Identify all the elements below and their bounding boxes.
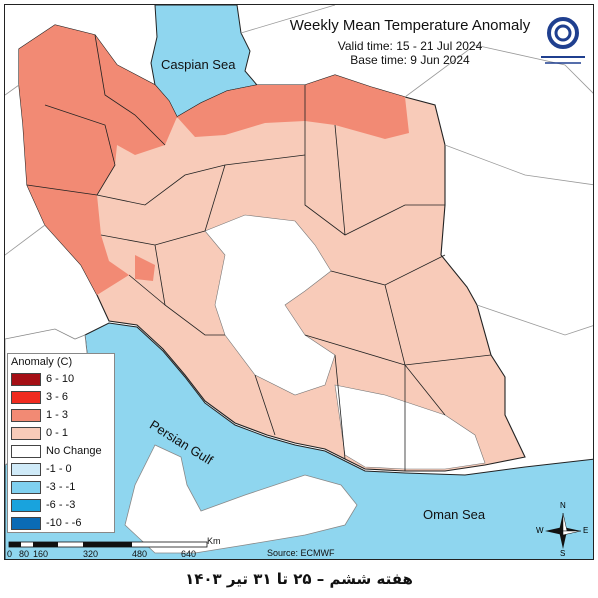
legend-item: -3 - -1 <box>8 478 114 496</box>
caspian-sea-label: Caspian Sea <box>161 57 236 72</box>
map-frame: Weekly Mean Temperature Anomaly Valid ti… <box>4 4 594 560</box>
legend-label: No Change <box>46 445 102 457</box>
legend-swatch <box>11 498 41 512</box>
legend-item: -6 - -3 <box>8 496 114 514</box>
anomaly-zagros <box>135 255 155 281</box>
legend-label: -1 - 0 <box>46 463 72 475</box>
neighbour-borders <box>5 5 593 336</box>
scale-tick: 0 <box>7 549 13 559</box>
legend-swatch <box>11 372 41 386</box>
legend-item: -10 - -6 <box>8 514 114 532</box>
legend-item: 3 - 6 <box>8 388 114 406</box>
legend-item: -1 - 0 <box>8 460 114 478</box>
source-label: Source: ECMWF <box>267 548 335 558</box>
anomaly-northwest <box>19 25 177 295</box>
legend-swatch <box>11 444 41 458</box>
legend-label: 6 - 10 <box>46 373 75 385</box>
anomaly-north <box>177 75 409 139</box>
legend-swatch <box>11 480 41 494</box>
no-change-south <box>334 384 486 470</box>
scale-tick: 640 <box>181 549 197 559</box>
legend-label: -6 - -3 <box>46 499 76 511</box>
legend-swatch <box>11 408 41 422</box>
compass-e: E <box>583 526 589 535</box>
compass-w: W <box>536 526 544 535</box>
legend-label: -3 - -1 <box>46 481 76 493</box>
valid-time: Valid time: 15 - 21 Jul 2024 <box>337 39 483 53</box>
scale-tick: 160 <box>33 549 49 559</box>
scale-tick: 80 <box>19 549 30 559</box>
legend-swatch <box>11 426 41 440</box>
legend-item: No Change <box>8 442 114 460</box>
scale-bar: Km 0 80 160 320 480 640 <box>7 536 221 559</box>
legend-label: 1 - 3 <box>46 409 69 421</box>
logo-icon <box>535 13 591 73</box>
footer-caption: هفته ششم – ۲۵ تا ۳۱ تیر ۱۴۰۳ <box>185 570 413 588</box>
legend-label: 3 - 6 <box>46 391 69 403</box>
province-borders <box>26 34 492 471</box>
base-time: Base time: 9 Jun 2024 <box>350 53 470 67</box>
qatar-uae-land <box>124 444 358 554</box>
scale-unit: Km <box>207 536 221 546</box>
legend-title: Anomaly (C) <box>11 356 73 368</box>
legend-item: 0 - 1 <box>8 424 114 442</box>
compass-n: N <box>560 501 566 510</box>
compass-s: S <box>560 549 566 558</box>
legend-swatch <box>11 516 41 530</box>
oman-sea-label: Oman Sea <box>423 507 486 522</box>
scale-tick: 480 <box>132 549 148 559</box>
legend-label: -10 - -6 <box>46 517 82 529</box>
legend-label: 0 - 1 <box>46 427 69 439</box>
legend: Anomaly (C) 6 - 10 3 - 6 1 - 3 0 - 1 No Chan… <box>7 353 115 533</box>
legend-swatch <box>11 462 41 476</box>
legend-item: 1 - 3 <box>8 406 114 424</box>
scale-tick: 320 <box>83 549 99 559</box>
compass-icon: N S E W <box>535 501 591 559</box>
legend-item: 6 - 10 <box>8 370 114 388</box>
map-title: Weekly Mean Temperature Anomaly <box>289 17 531 34</box>
legend-swatch <box>11 390 41 404</box>
